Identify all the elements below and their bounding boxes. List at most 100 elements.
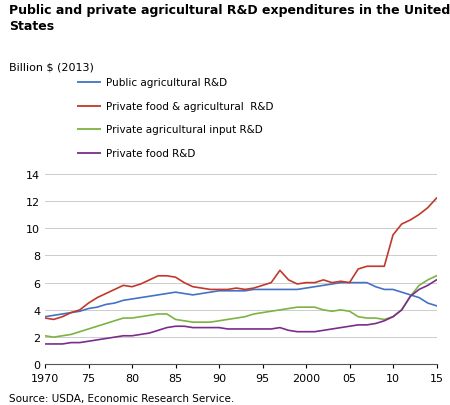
Private agricultural input R&D: [321, 308, 326, 313]
Public agricultural R&D: [112, 301, 117, 306]
Private food R&D: [60, 342, 65, 347]
Private agricultural input R&D: [434, 274, 439, 279]
Private agricultural input R&D: [390, 314, 396, 319]
Public agricultural R&D: [286, 287, 291, 292]
Private food R&D: [373, 321, 378, 326]
Text: Private food & agricultural  R&D: Private food & agricultural R&D: [106, 102, 273, 111]
Private agricultural input R&D: [364, 316, 369, 321]
Private food R&D: [181, 324, 187, 329]
Private agricultural input R&D: [112, 319, 117, 324]
Private food R&D: [207, 325, 213, 330]
Public agricultural R&D: [356, 281, 361, 286]
Text: Public agricultural R&D: Public agricultural R&D: [106, 78, 227, 88]
Private agricultural input R&D: [103, 321, 108, 326]
Private food & agricultural  R&D: [164, 274, 170, 279]
Private food R&D: [225, 327, 230, 332]
Public agricultural R&D: [94, 305, 100, 310]
Private food & agricultural  R&D: [199, 286, 204, 291]
Private agricultural input R&D: [338, 308, 343, 313]
Private food & agricultural  R&D: [216, 287, 222, 292]
Private agricultural input R&D: [269, 309, 274, 314]
Private food R&D: [138, 332, 144, 337]
Public agricultural R&D: [147, 294, 152, 299]
Private agricultural input R&D: [312, 305, 317, 310]
Private food R&D: [295, 329, 300, 334]
Private food R&D: [356, 323, 361, 328]
Private agricultural input R&D: [199, 320, 204, 325]
Private food & agricultural  R&D: [77, 308, 82, 313]
Private food R&D: [416, 287, 422, 292]
Public agricultural R&D: [408, 293, 413, 298]
Private food R&D: [338, 325, 343, 330]
Public agricultural R&D: [155, 293, 161, 298]
Public agricultural R&D: [312, 285, 317, 290]
Private food & agricultural  R&D: [321, 278, 326, 283]
Public agricultural R&D: [382, 287, 387, 292]
Private food & agricultural  R&D: [312, 281, 317, 286]
Private food & agricultural  R&D: [68, 310, 74, 315]
Private food & agricultural  R&D: [121, 283, 126, 288]
Private agricultural input R&D: [329, 309, 335, 314]
Private food & agricultural  R&D: [434, 196, 439, 201]
Private agricultural input R&D: [303, 305, 309, 310]
Private agricultural input R&D: [260, 310, 265, 315]
Private agricultural input R&D: [251, 312, 256, 317]
Public agricultural R&D: [277, 287, 283, 292]
Private food & agricultural  R&D: [86, 301, 91, 306]
Private food & agricultural  R&D: [251, 286, 256, 291]
Private food R&D: [321, 328, 326, 333]
Private food R&D: [199, 325, 204, 330]
Private food & agricultural  R&D: [138, 282, 144, 287]
Private food & agricultural  R&D: [295, 282, 300, 287]
Private food & agricultural  R&D: [190, 285, 196, 290]
Private agricultural input R&D: [286, 306, 291, 311]
Private agricultural input R&D: [234, 316, 239, 321]
Private food & agricultural  R&D: [51, 317, 56, 322]
Public agricultural R&D: [390, 287, 396, 292]
Public agricultural R&D: [51, 313, 56, 318]
Public agricultural R&D: [364, 281, 369, 286]
Private food & agricultural  R&D: [103, 291, 108, 296]
Private food & agricultural  R&D: [243, 287, 248, 292]
Text: Private food R&D: Private food R&D: [106, 149, 195, 158]
Private food R&D: [51, 342, 56, 347]
Private food & agricultural  R&D: [147, 278, 152, 283]
Private agricultural input R&D: [155, 312, 161, 317]
Private food R&D: [390, 314, 396, 319]
Private food R&D: [408, 294, 413, 299]
Private agricultural input R&D: [243, 314, 248, 319]
Public agricultural R&D: [138, 296, 144, 301]
Private food & agricultural  R&D: [173, 275, 178, 280]
Public agricultural R&D: [164, 291, 170, 296]
Private food & agricultural  R&D: [356, 267, 361, 272]
Private food R&D: [364, 323, 369, 328]
Private food R&D: [121, 334, 126, 339]
Text: Private agricultural input R&D: Private agricultural input R&D: [106, 125, 262, 135]
Line: Private food & agricultural  R&D: Private food & agricultural R&D: [45, 198, 436, 320]
Private food & agricultural  R&D: [425, 206, 431, 211]
Private agricultural input R&D: [181, 319, 187, 324]
Public agricultural R&D: [251, 287, 256, 292]
Private food R&D: [312, 329, 317, 334]
Private agricultural input R&D: [295, 305, 300, 310]
Private food R&D: [286, 328, 291, 333]
Private food & agricultural  R&D: [181, 281, 187, 286]
Private agricultural input R&D: [77, 329, 82, 334]
Private food & agricultural  R&D: [338, 279, 343, 284]
Private agricultural input R&D: [216, 319, 222, 324]
Private food R&D: [251, 327, 256, 332]
Public agricultural R&D: [121, 298, 126, 303]
Private agricultural input R&D: [207, 320, 213, 325]
Private food R&D: [42, 342, 48, 347]
Private agricultural input R&D: [86, 327, 91, 332]
Text: Billion $ (2013): Billion $ (2013): [9, 63, 94, 73]
Private agricultural input R&D: [164, 312, 170, 317]
Private food & agricultural  R&D: [260, 283, 265, 288]
Private food R&D: [329, 327, 335, 332]
Private food R&D: [147, 331, 152, 336]
Private food & agricultural  R&D: [42, 316, 48, 321]
Public agricultural R&D: [425, 301, 431, 306]
Public agricultural R&D: [225, 289, 230, 294]
Private food R&D: [347, 324, 352, 329]
Private agricultural input R&D: [129, 316, 135, 321]
